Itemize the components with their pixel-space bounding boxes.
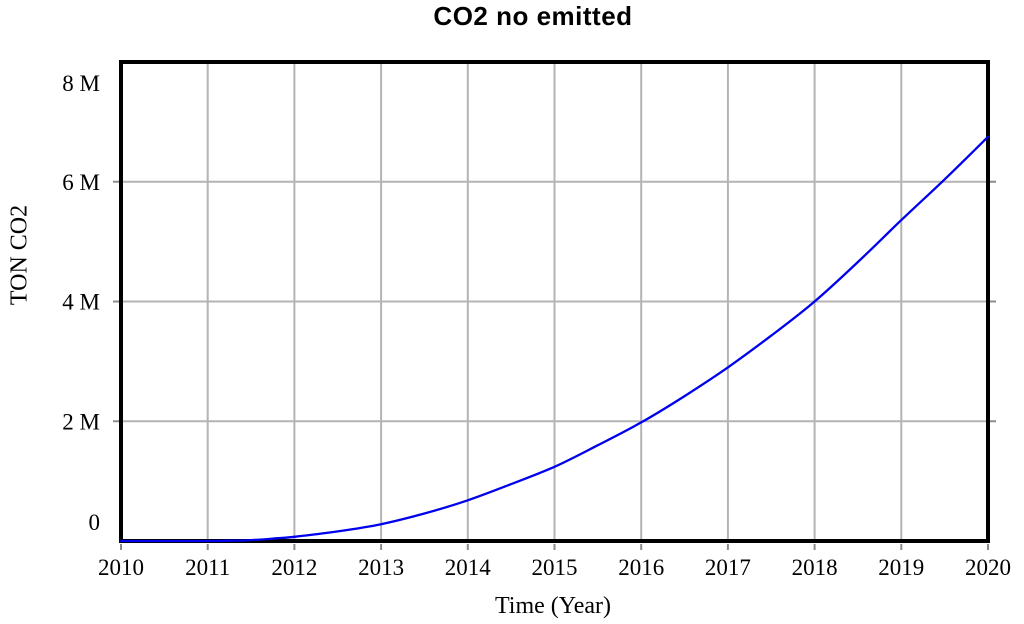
x-tick-label: 2013 [358,555,404,580]
x-tick-label: 2015 [532,555,578,580]
x-tick-label: 2020 [965,555,1011,580]
x-tick-label: 2010 [98,555,144,580]
data-line-co2 [119,135,990,543]
chart-title: CO2 no emitted [433,1,633,31]
y-tick-label: 8 M [62,71,100,96]
x-tick-label: 2016 [618,555,664,580]
x-tick-label: 2017 [705,555,751,580]
x-tick-label: 2011 [185,555,230,580]
x-axis-title: Time (Year) [494,593,612,619]
y-tick-label: 2 M [62,409,100,434]
x-tick-label: 2012 [271,555,317,580]
y-tick-label: 4 M [62,290,100,315]
x-tick-label: 2018 [792,555,838,580]
y-tick-label: 6 M [62,170,100,195]
x-tick-label: 2014 [445,555,492,580]
x-tick-label: 2019 [878,555,924,580]
y-tick-label: 0 [89,510,101,535]
plot-frame [119,60,990,543]
